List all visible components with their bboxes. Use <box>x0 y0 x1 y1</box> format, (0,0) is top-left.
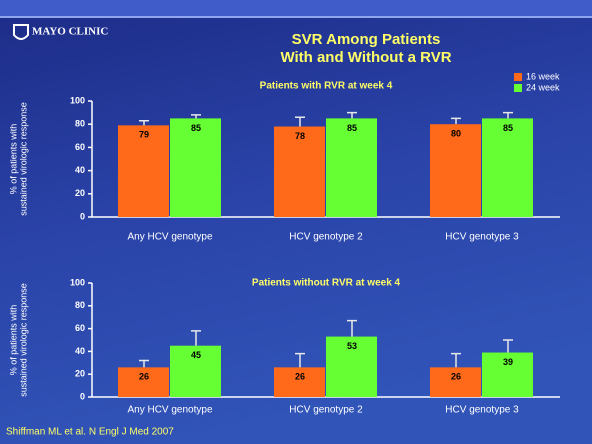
bar <box>118 125 169 217</box>
y-tick-label: 40 <box>75 346 85 356</box>
error-bar <box>347 319 357 337</box>
data-label: 80 <box>451 129 461 139</box>
logo-shield <box>13 24 29 40</box>
bar <box>118 367 169 397</box>
x-tick-label: HCV genotype 2 <box>289 232 363 243</box>
legend-label: 24 week <box>526 82 560 92</box>
x-tick-label: Any HCV genotype <box>127 232 212 243</box>
footer: Shiffman ML et al. N Engl J Med 2007 <box>6 427 174 438</box>
y-tick-label: 20 <box>75 188 85 198</box>
y-tick-label: 0 <box>80 391 85 401</box>
x-tick-label: HCV genotype 3 <box>445 405 519 416</box>
top-rule <box>0 16 592 18</box>
bar <box>274 367 325 397</box>
legend-swatch <box>514 73 522 81</box>
data-label: 79 <box>139 130 149 140</box>
error-bar <box>295 116 305 127</box>
data-label: 45 <box>191 350 201 360</box>
x-tick-label: Any HCV genotype <box>127 405 212 416</box>
top-band <box>0 0 592 16</box>
bar <box>170 118 221 217</box>
error-bar <box>191 114 201 119</box>
error-bar <box>503 111 513 119</box>
y-tick-label: 40 <box>75 165 85 175</box>
bar <box>326 336 377 397</box>
error-bar <box>451 352 461 368</box>
bar <box>274 126 325 217</box>
error-bar <box>347 111 357 119</box>
x-tick-label: HCV genotype 3 <box>445 232 519 243</box>
y-tick-label: 60 <box>75 323 85 333</box>
y-tick-label: 80 <box>75 300 85 310</box>
error-bar <box>295 352 305 368</box>
bar <box>170 345 221 397</box>
data-label: 78 <box>295 131 305 141</box>
bar <box>482 118 533 217</box>
y-axis-label: % of patients with <box>8 124 18 195</box>
data-label: 26 <box>295 372 305 382</box>
legend-swatch <box>514 84 522 92</box>
data-label: 26 <box>451 372 461 382</box>
data-label: 39 <box>503 357 513 367</box>
bar <box>430 367 481 397</box>
error-bar <box>139 359 149 368</box>
data-label: 85 <box>347 123 357 133</box>
bar <box>326 118 377 217</box>
legend-label: 16 week <box>526 71 560 81</box>
chart-title: Patients with RVR at week 4 <box>260 81 393 92</box>
y-axis-label: sustained virologic response <box>18 102 28 216</box>
y-tick-label: 80 <box>75 119 85 129</box>
error-bar <box>451 117 461 125</box>
data-label: 53 <box>347 341 357 351</box>
error-bar <box>503 339 513 353</box>
y-tick-label: 100 <box>70 277 85 287</box>
y-tick-label: 60 <box>75 142 85 152</box>
data-label: 85 <box>503 123 513 133</box>
y-axis-label: sustained virologic response <box>18 283 28 397</box>
y-tick-label: 20 <box>75 369 85 379</box>
error-bar <box>191 330 201 346</box>
bar <box>482 352 533 397</box>
chart-title: Patients without RVR at week 4 <box>252 278 401 289</box>
x-tick-label: HCV genotype 2 <box>289 405 363 416</box>
error-bar <box>139 119 149 126</box>
bar <box>430 124 481 217</box>
data-label: 85 <box>191 123 201 133</box>
slide-title: SVR Among Patients <box>292 31 441 48</box>
y-axis-label: % of patients with <box>8 305 18 376</box>
data-label: 26 <box>139 372 149 382</box>
logo: MAYO CLINIC <box>32 26 108 38</box>
y-tick-label: 100 <box>70 95 85 105</box>
y-tick-label: 0 <box>80 211 85 221</box>
slide-title: With and Without a RVR <box>280 49 451 66</box>
